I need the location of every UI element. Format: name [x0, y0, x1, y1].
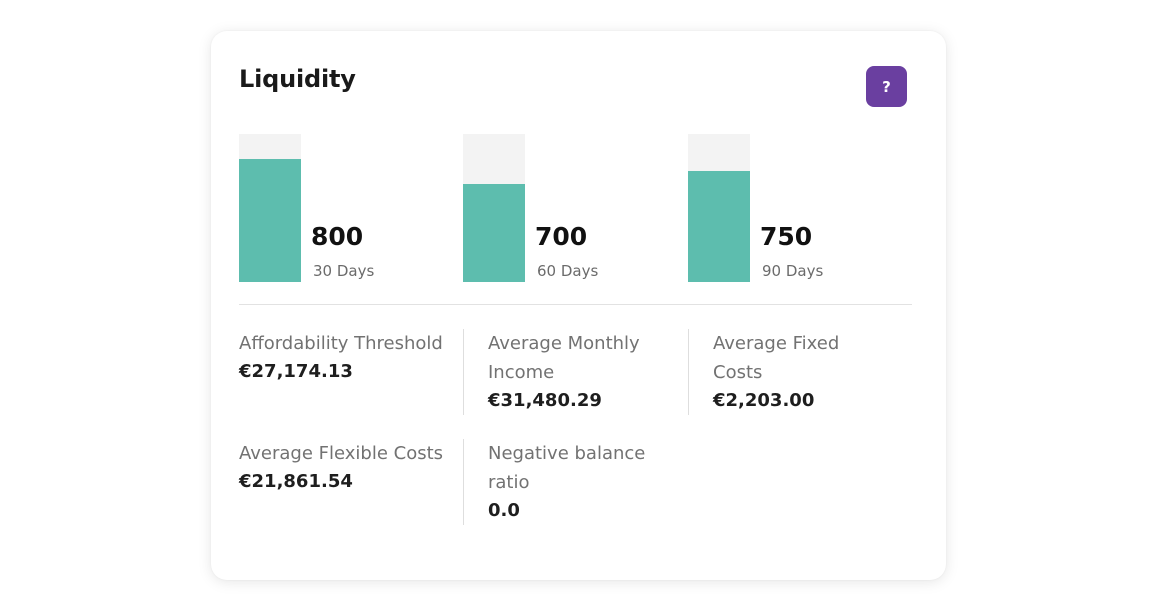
gauge-period-label: 30 Days	[313, 262, 375, 280]
gauge-track	[463, 134, 525, 282]
gauge-fill	[463, 184, 525, 282]
gauge-fill	[239, 159, 301, 282]
stat-average-fixed-costs: Average Fixed Costs €2,203.00	[688, 329, 893, 415]
stat-value: €21,861.54	[239, 471, 353, 492]
gauge-track	[239, 134, 301, 282]
stat-label: Average Fixed Costs	[713, 333, 840, 383]
stat-value: €2,203.00	[713, 390, 815, 411]
stat-value: 0.0	[488, 500, 520, 521]
stat-label: Average Monthly Income	[488, 333, 640, 383]
stat-value: €31,480.29	[488, 390, 602, 411]
stat-label: Average Flexible Costs	[239, 443, 444, 464]
liquidity-card: Liquidity ? 800 30 Days 700 60 Days 750 …	[211, 31, 946, 580]
gauge-60-days: 700 60 Days	[463, 134, 663, 282]
section-divider	[239, 304, 912, 305]
gauge-value: 750	[760, 222, 813, 251]
stat-affordability-threshold: Affordability Threshold €27,174.13	[239, 329, 449, 386]
gauge-period-label: 90 Days	[762, 262, 824, 280]
gauge-value: 700	[535, 222, 588, 251]
gauge-fill	[688, 171, 750, 282]
card-title: Liquidity	[239, 65, 356, 93]
stat-average-flexible-costs: Average Flexible Costs €21,861.54	[239, 439, 449, 496]
help-button[interactable]: ?	[866, 66, 907, 107]
stat-label: Negative balance ratio	[488, 443, 646, 493]
gauge-90-days: 750 90 Days	[688, 134, 888, 282]
stat-label: Affordability Threshold	[239, 333, 443, 354]
gauge-period-label: 60 Days	[537, 262, 599, 280]
stat-value: €27,174.13	[239, 361, 353, 382]
gauge-30-days: 800 30 Days	[239, 134, 439, 282]
stat-average-monthly-income: Average Monthly Income €31,480.29	[463, 329, 668, 415]
gauge-track	[688, 134, 750, 282]
question-icon: ?	[882, 77, 891, 96]
stat-negative-balance-ratio: Negative balance ratio 0.0	[463, 439, 668, 525]
gauge-value: 800	[311, 222, 364, 251]
